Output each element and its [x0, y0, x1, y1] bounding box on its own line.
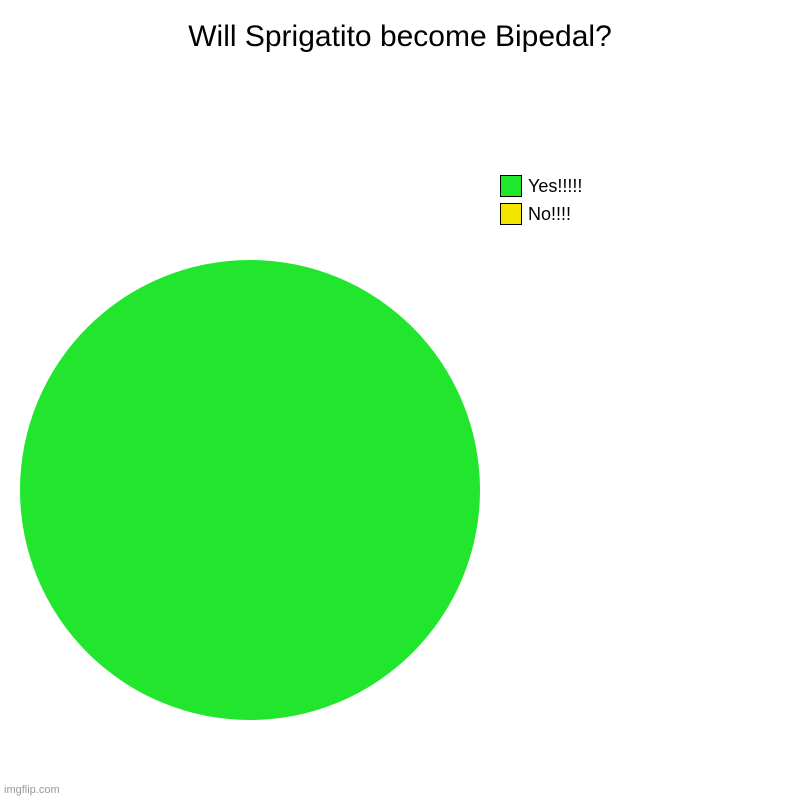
chart-title: Will Sprigatito become Bipedal?: [0, 0, 800, 54]
legend-swatch-yes: [500, 175, 522, 197]
legend-item-yes: Yes!!!!!: [500, 175, 582, 197]
pie-chart: [20, 260, 480, 720]
legend-label-yes: Yes!!!!!: [528, 176, 582, 197]
legend: Yes!!!!! No!!!!: [500, 175, 582, 231]
pie-circle: [20, 260, 480, 720]
legend-label-no: No!!!!: [528, 204, 571, 225]
legend-item-no: No!!!!: [500, 203, 582, 225]
legend-swatch-no: [500, 203, 522, 225]
watermark: imgflip.com: [4, 784, 60, 796]
